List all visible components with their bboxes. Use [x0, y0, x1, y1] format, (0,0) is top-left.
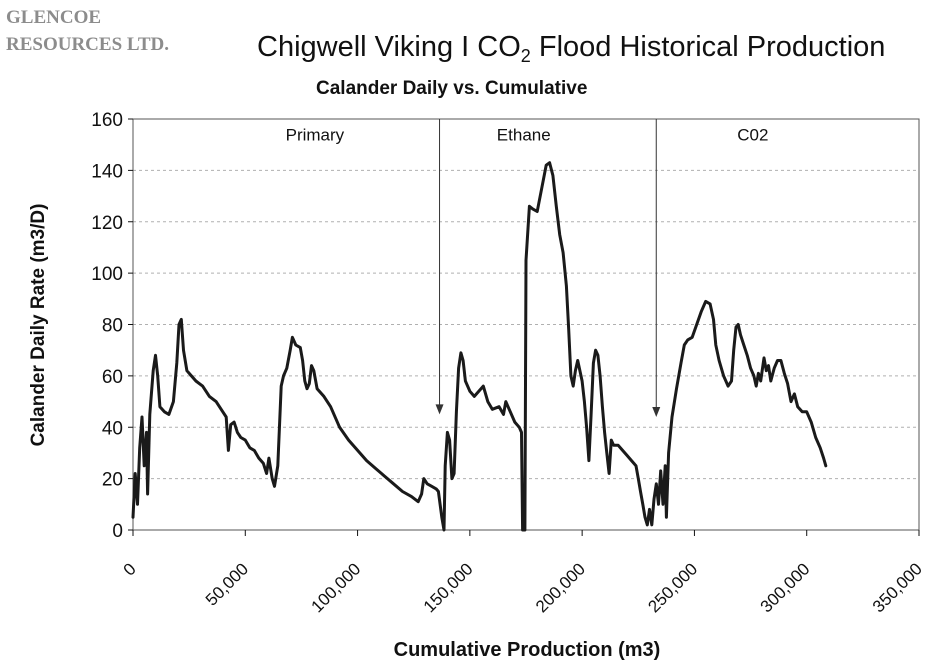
company-logo-text: GLENCOE RESOURCES LTD.: [6, 4, 169, 58]
y-tick-label: 120: [91, 213, 123, 234]
y-tick-label: 20: [102, 470, 123, 491]
x-tick-label: 100,000: [308, 559, 365, 616]
y-tick-label: 60: [102, 367, 123, 388]
y-tick-label: 140: [91, 161, 123, 182]
y-tick-label: 0: [112, 521, 123, 542]
phase-arrow-head: [435, 404, 444, 415]
phase-label: Ethane: [497, 125, 551, 144]
phase-arrows: [435, 119, 661, 417]
y-tick-label: 100: [91, 264, 123, 285]
x-tick-label: 150,000: [420, 559, 477, 616]
chart-title-subscript: 2: [520, 46, 531, 66]
y-tick-label: 40: [102, 418, 123, 439]
x-tick-label: 250,000: [644, 559, 701, 616]
chart-title-text: Chigwell Viking I CO: [257, 31, 521, 63]
x-tick-label: 200,000: [532, 559, 589, 616]
x-axis-ticks: 0 50,000 100,000 150,000 200,000 250,000 300,0…: [120, 530, 926, 616]
x-tick-label: 50,000: [202, 559, 252, 609]
company-name-line1: GLENCOE: [6, 7, 102, 28]
x-axis-label: Cumulative Production (m3): [394, 639, 661, 661]
y-tick-label: 160: [91, 110, 123, 131]
x-tick-label: 300,000: [757, 559, 814, 616]
chart-subtitle: Calander Daily vs. Cumulative: [316, 78, 588, 99]
chart-title-text-end: Flood Historical Production: [530, 31, 886, 63]
company-name-line2: RESOURCES LTD.: [6, 34, 169, 55]
y-axis-ticks: 0 20 40 60 80 100 120 140 160: [91, 110, 133, 542]
x-tick-label: 0: [120, 559, 140, 579]
phase-label: C02: [737, 125, 768, 144]
series-line: [131, 161, 828, 532]
y-tick-label: 80: [102, 316, 123, 337]
y-axis-label: Calander Daily Rate (m3/D): [28, 204, 49, 447]
x-tick-label: 350,000: [869, 559, 926, 616]
chart-title: Chigwell Viking I CO2 Flood Historical P…: [257, 30, 937, 73]
phase-label: Primary: [286, 125, 345, 144]
phase-arrow-head: [652, 406, 661, 417]
phase-annotations: Primary Ethane C02: [286, 125, 769, 144]
